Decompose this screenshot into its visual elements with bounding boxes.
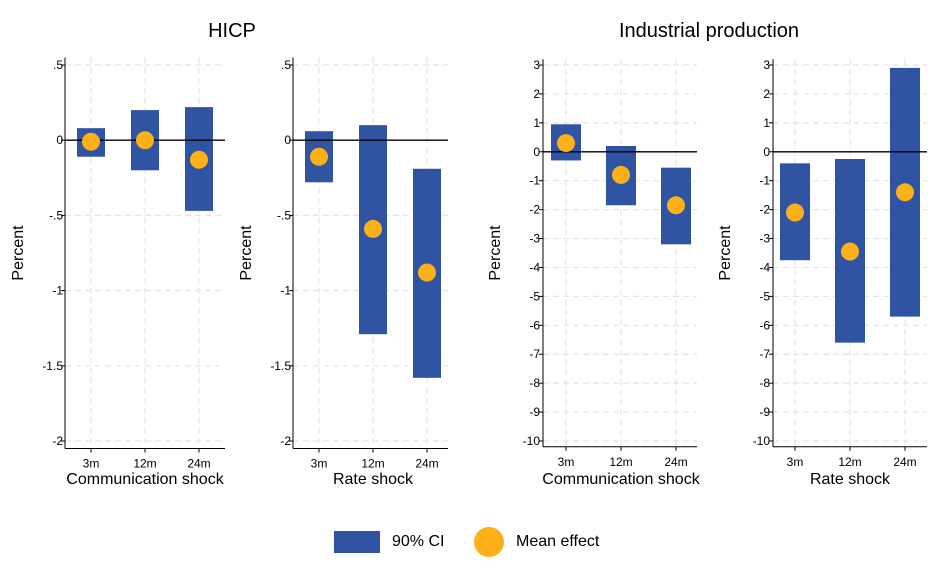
- y-tick-label: -2: [759, 203, 770, 217]
- y-axis-title: Percent: [10, 225, 27, 281]
- y-tick-label: -.5: [49, 208, 63, 222]
- y-tick-label: 0: [763, 145, 770, 159]
- y-tick-label: 2: [763, 87, 770, 101]
- x-tick-label: 12m: [838, 455, 861, 469]
- y-tick-label: -3: [759, 232, 770, 246]
- x-tick-label: 24m: [893, 455, 916, 469]
- y-tick-label: -1: [52, 284, 63, 298]
- legend-item-mean: Mean effect: [474, 527, 599, 557]
- y-tick-label: -1.5: [42, 359, 63, 373]
- x-axis-title: Communication shock: [542, 471, 700, 488]
- y-tick-label: -1: [529, 174, 540, 188]
- x-tick-label: 3m: [83, 457, 100, 471]
- x-tick-label: 24m: [415, 457, 438, 471]
- y-tick-label: -10: [753, 434, 771, 448]
- y-tick-label: -1: [759, 174, 770, 188]
- panel-ip-rate-shock: 3 2 1 0 -1 -2 -3 -4 -5 -6 -7 -8 -9 -10 3m 12m 24m Percent…: [717, 58, 927, 488]
- y-tick-label: -4: [529, 260, 540, 274]
- panel-hicp-rate-shock: .5 0 -.5 -1 -1.5 -2 3m 12m 24m Percent Rate shock: [238, 57, 448, 488]
- y-tick-label: -.5: [277, 208, 291, 222]
- y-tick-label: -2: [529, 203, 540, 217]
- y-tick-label: 0: [284, 133, 291, 147]
- x-tick-label: 24m: [187, 457, 210, 471]
- y-tick-label: -10: [523, 434, 541, 448]
- x-tick-label: 3m: [787, 455, 804, 469]
- x-tick-label: 3m: [558, 455, 575, 469]
- mean-marker-24m: [190, 150, 208, 169]
- x-tick-label: 12m: [609, 455, 632, 469]
- mean-marker-3m: [557, 134, 575, 153]
- mean-marker-24m: [418, 263, 436, 282]
- legend-swatch-ci: [334, 531, 380, 553]
- figure: HICP Industrial production .50-.5-1-1.5-…: [10, 20, 927, 488]
- panel-ip-communication-shock: 3 2 1 0 -1 -2 -3 -4 -5 -6 -7 -8 -9 -10 3m 12m 24m Percent…: [487, 58, 701, 488]
- y-tick-label: -5: [759, 289, 770, 303]
- mean-marker-3m: [786, 203, 804, 222]
- x-axis-title: Communication shock: [66, 471, 224, 488]
- mean-marker-3m: [82, 132, 100, 151]
- legend-label-mean: Mean effect: [516, 533, 600, 550]
- y-tick-label: -7: [529, 347, 540, 361]
- y-tick-label: 0: [533, 145, 540, 159]
- legend-label-ci: 90% CI: [392, 533, 445, 550]
- y-tick-label: -2: [280, 434, 291, 448]
- x-tick-label: 12m: [133, 457, 156, 471]
- y-tick-label: -1.5: [270, 359, 291, 373]
- x-tick-label: 3m: [311, 457, 328, 471]
- y-tick-label: -3: [529, 232, 540, 246]
- mean-marker-12m: [136, 131, 154, 150]
- y-tick-label: 2: [533, 87, 540, 101]
- mean-marker-12m: [612, 165, 630, 184]
- y-tick-label: -5: [529, 289, 540, 303]
- x-tick-label: 24m: [664, 455, 687, 469]
- mean-marker-3m: [310, 147, 328, 166]
- mean-marker-24m: [667, 196, 685, 215]
- y-tick-label: -7: [759, 347, 770, 361]
- legend-item-ci: 90% CI: [334, 527, 444, 557]
- y-tick-label: -8: [759, 376, 770, 390]
- y-tick-label: 3: [763, 58, 770, 72]
- y-tick-label: -2: [52, 434, 63, 448]
- group-title-hicp: HICP: [208, 20, 256, 42]
- y-tick-label: 0: [56, 133, 63, 147]
- y-tick-label: 3: [533, 58, 540, 72]
- y-tick-label: .5: [281, 58, 291, 72]
- x-axis-title: Rate shock: [810, 471, 891, 488]
- y-tick-label: -1: [280, 284, 291, 298]
- x-tick-label: 12m: [361, 457, 384, 471]
- y-axis-title: Percent: [238, 225, 255, 281]
- mean-marker-12m: [841, 242, 859, 261]
- y-axis-title: Percent: [487, 225, 504, 281]
- y-tick-label: -6: [529, 318, 540, 332]
- y-tick-label: -9: [529, 405, 540, 419]
- y-tick-label: 1: [533, 116, 540, 130]
- legend: 90% CI Mean effect: [0, 527, 945, 561]
- group-title-industrial-production: Industrial production: [619, 20, 799, 42]
- x-axis-title: Rate shock: [333, 471, 414, 488]
- mean-marker-12m: [364, 219, 382, 238]
- y-tick-label: -6: [759, 318, 770, 332]
- panel-hicp-communication-shock: .5 0 -.5 -1 -1.5 -2 3m 12m 24m Percent Communicati…: [10, 57, 225, 488]
- y-tick-label: -8: [529, 376, 540, 390]
- y-axis-title: Percent: [717, 225, 734, 281]
- legend-marker-mean: [474, 527, 504, 557]
- y-tick-label: -4: [759, 260, 770, 274]
- y-tick-label: .5: [53, 58, 63, 72]
- mean-marker-24m: [896, 183, 914, 202]
- y-tick-label: -9: [759, 405, 770, 419]
- y-tick-label: 1: [763, 116, 770, 130]
